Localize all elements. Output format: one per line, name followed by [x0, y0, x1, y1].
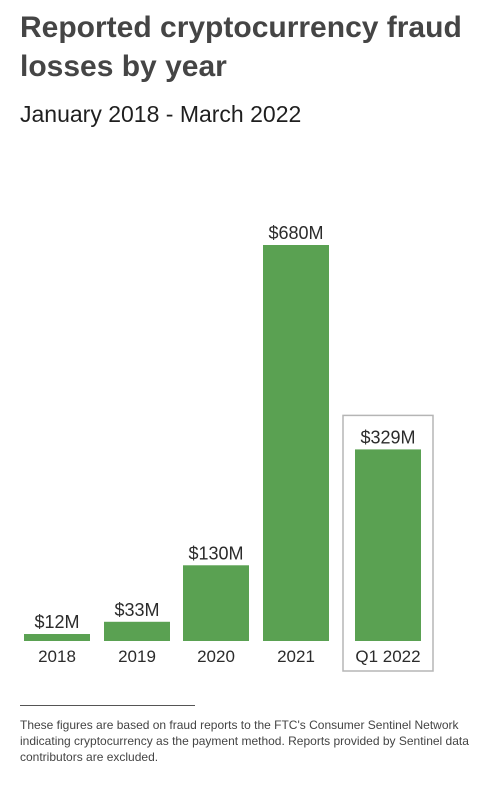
value-label: $130M: [188, 543, 243, 563]
bar-2019: [104, 622, 170, 641]
value-label: $33M: [114, 600, 159, 620]
chart-subtitle: January 2018 - March 2022: [20, 99, 301, 129]
bar-2021: [263, 245, 329, 641]
category-label: 2021: [277, 647, 315, 666]
footnote: These figures are based on fraud reports…: [20, 717, 475, 765]
bar-q1-2022: [355, 449, 421, 641]
value-label: $12M: [34, 612, 79, 632]
category-label: Q1 2022: [355, 647, 420, 666]
value-label: $680M: [268, 223, 323, 243]
category-label: 2018: [38, 647, 76, 666]
bar-chart: $12M 2018 $33M 2019 $130M 2020 $680M 2021 $329M Q…: [0, 200, 492, 680]
category-label: 2019: [118, 647, 156, 666]
category-label: 2020: [197, 647, 235, 666]
bar-2020: [183, 565, 249, 641]
value-label: $329M: [360, 427, 415, 447]
footnote-divider: [20, 705, 195, 706]
chart-title: Reported cryptocurrency fraud losses by …: [20, 8, 480, 86]
bar-2018: [24, 634, 90, 641]
